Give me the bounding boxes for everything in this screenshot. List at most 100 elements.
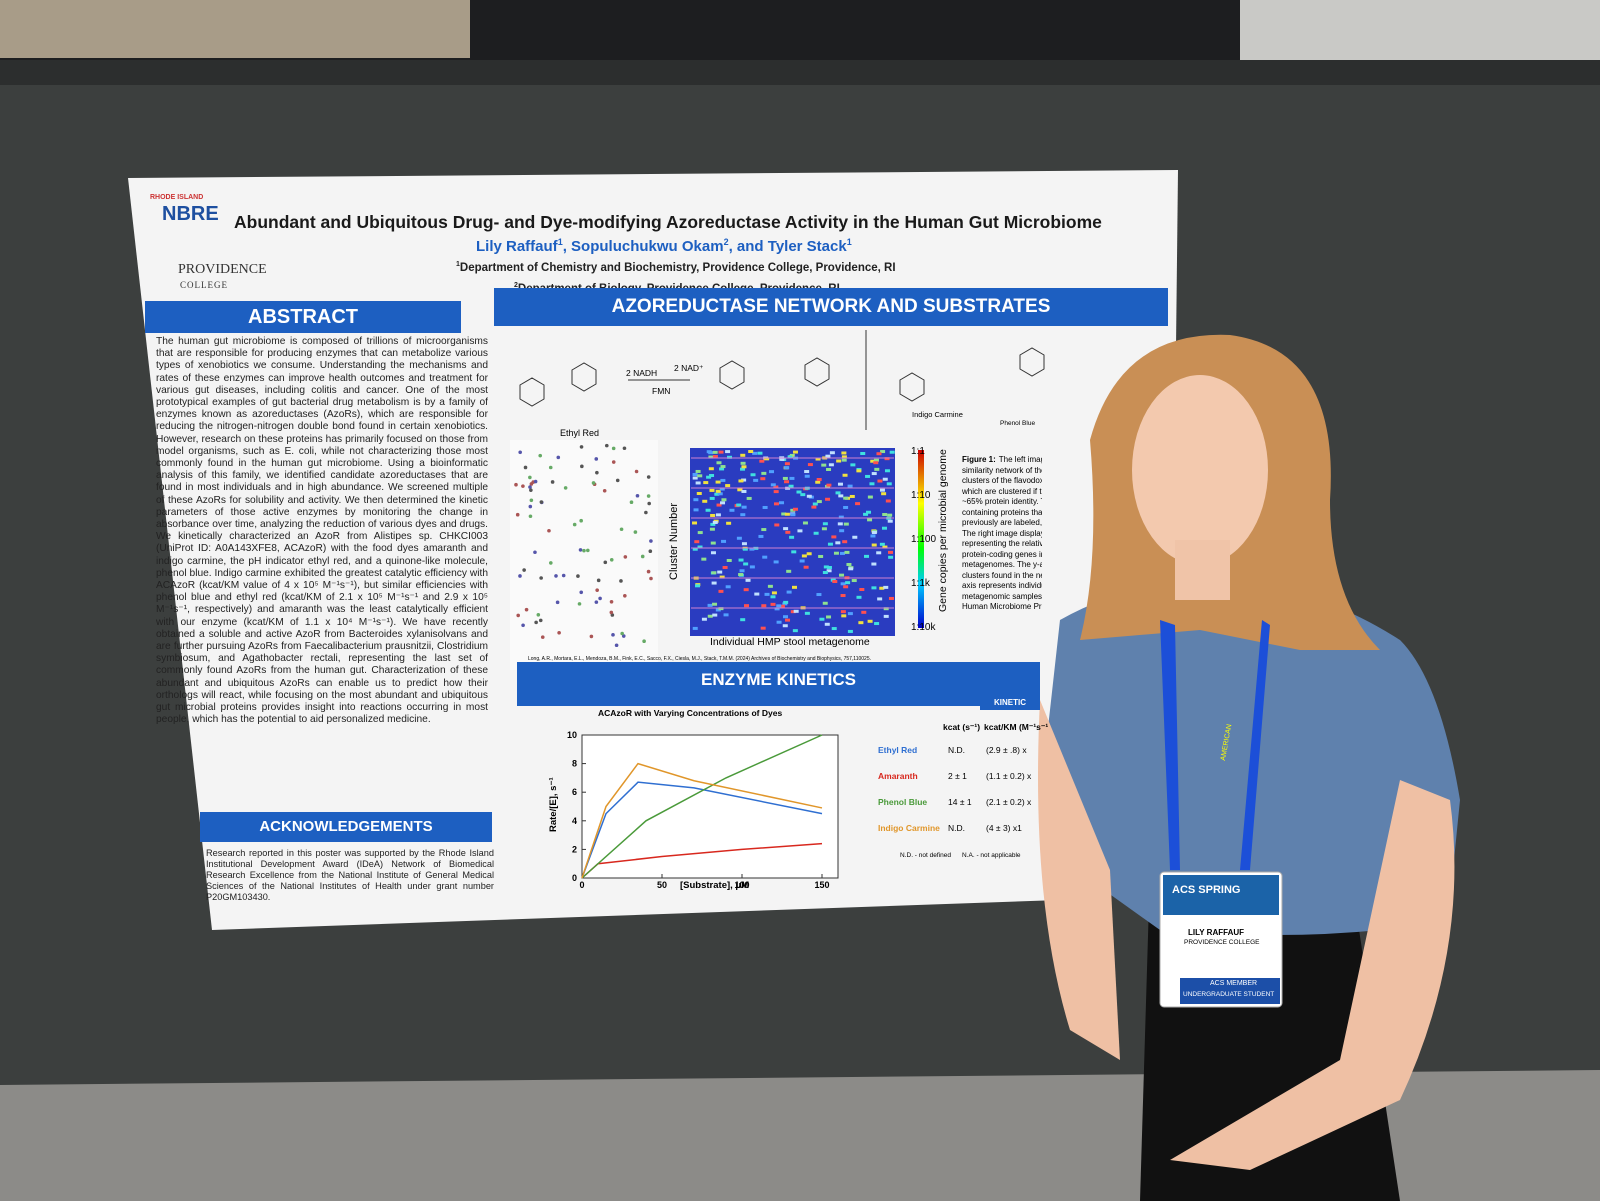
author-sep: , — [562, 238, 572, 255]
badge-event: ACS SPRING — [1172, 884, 1241, 896]
heatmap-cell — [722, 565, 728, 569]
heatmap-cell — [741, 542, 747, 546]
heatmap-cell — [889, 450, 895, 454]
heatmap-cell — [832, 580, 838, 584]
heatmap-cell — [886, 482, 892, 486]
author-sup: 2 — [723, 237, 729, 247]
heatmap-cell — [815, 457, 821, 461]
network-node — [609, 599, 614, 604]
heatmap-cell — [701, 557, 707, 561]
heatmap-cell — [784, 462, 790, 466]
heatmap-cell — [783, 600, 789, 604]
heatmap-cell — [741, 489, 747, 493]
heatmap-cell — [826, 467, 832, 471]
x-tick-label: 150 — [814, 880, 829, 890]
heatmap-cell — [783, 615, 789, 619]
heatmap-cell — [719, 467, 725, 471]
author-sup: 1 — [846, 237, 852, 247]
heatmap-cell — [710, 522, 716, 526]
reagent: 2 NAD⁺ — [674, 363, 704, 373]
heatmap-cell — [736, 536, 742, 540]
network-node — [524, 607, 529, 612]
heatmap-cell — [787, 455, 793, 459]
heatmap-cell — [697, 545, 703, 549]
heatmap-cell — [869, 482, 875, 486]
heatmap-cell — [774, 523, 780, 527]
heatmap-cell — [837, 482, 843, 486]
heatmap-cell — [741, 505, 747, 509]
heatmap-cell — [884, 457, 890, 461]
network-node — [521, 623, 525, 628]
heatmap-cell — [835, 491, 841, 495]
caption-line: metagenomic samples fro — [962, 591, 1042, 601]
network-node — [629, 500, 634, 505]
nbre-logo: NBRE — [162, 203, 219, 225]
heatmap-cell — [840, 594, 846, 598]
heatmap-cell — [721, 498, 727, 502]
nbre-top: RHODE ISLAND — [150, 194, 204, 201]
heatmap-cell — [718, 450, 724, 454]
affiliation-sup: 1 — [456, 261, 460, 268]
heatmap-cell — [709, 496, 715, 500]
heatmap-cell — [828, 463, 834, 467]
scale-tick: 1:10 — [911, 490, 931, 501]
heatmap-cell — [726, 558, 732, 562]
heatmap-cell — [740, 618, 746, 622]
heatmap-cell — [804, 470, 810, 474]
heatmap-cell — [821, 463, 827, 467]
network-node — [611, 633, 615, 637]
network-node — [539, 576, 543, 580]
network-node — [649, 576, 653, 581]
heatmap-cell — [802, 521, 808, 525]
heatmap-cell — [784, 466, 790, 470]
network-node — [582, 548, 586, 553]
heatmap-cell — [873, 461, 879, 465]
lanyard — [1160, 620, 1270, 870]
heatmap-cell — [712, 520, 718, 524]
heatmap-cell — [845, 581, 851, 585]
x-tick-label: 50 — [657, 880, 667, 890]
network-node — [635, 493, 640, 498]
window — [0, 0, 470, 58]
heatmap-cell — [743, 562, 749, 566]
scale-tick: 1:1k — [911, 578, 930, 589]
network-node — [529, 488, 533, 492]
network-node — [623, 555, 628, 559]
plot-frame — [581, 734, 839, 879]
heatmap-cell — [696, 491, 702, 495]
heatmap-cell — [774, 502, 780, 506]
heatmap-cell — [692, 476, 698, 480]
network-node — [521, 484, 525, 488]
heatmap-cell — [739, 569, 745, 573]
heatmap-cell — [871, 562, 877, 566]
heatmap-cell — [725, 484, 731, 488]
heatmap-cell — [776, 620, 782, 624]
y-axis-label: Rate/[E], s⁻¹ — [548, 777, 559, 832]
network-node — [533, 479, 538, 484]
row-eff: (2.1 ± 0.2) x — [986, 797, 1032, 807]
heatmap-cell — [757, 451, 763, 455]
row-eff: (1.1 ± 0.2) x — [986, 771, 1032, 781]
heatmap-cell — [714, 492, 720, 496]
heatmap-cell — [719, 487, 725, 491]
reagent: 2 NADH — [626, 368, 658, 378]
network-node — [579, 590, 584, 595]
heatmap-cell — [767, 584, 773, 588]
caption-line: which are clustered if they share a — [962, 486, 1042, 496]
heatmap-cell — [827, 542, 833, 546]
network-node — [529, 498, 534, 503]
heatmap-cell — [792, 450, 798, 454]
heatmap-cell — [831, 627, 837, 631]
network-node — [549, 561, 553, 565]
heatmap-cell — [779, 457, 785, 461]
heatmap-cell — [770, 602, 776, 606]
heatmap-cell — [843, 496, 849, 500]
heatmap-cell — [695, 469, 701, 473]
heatmap-cell — [843, 505, 849, 509]
heatmap-cell — [740, 461, 746, 465]
heatmap-cell — [842, 473, 848, 477]
heatmap-cell — [750, 473, 756, 477]
network-node — [647, 501, 651, 506]
authors: Lily Raffauf1, Sopuluchukwu Okam2, and T… — [476, 237, 852, 255]
scale-tick: 1:1 — [911, 446, 925, 457]
